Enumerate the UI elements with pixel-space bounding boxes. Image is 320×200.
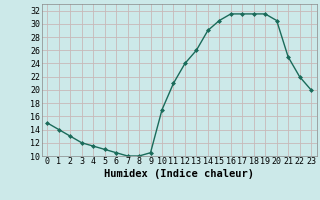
X-axis label: Humidex (Indice chaleur): Humidex (Indice chaleur) (104, 169, 254, 179)
